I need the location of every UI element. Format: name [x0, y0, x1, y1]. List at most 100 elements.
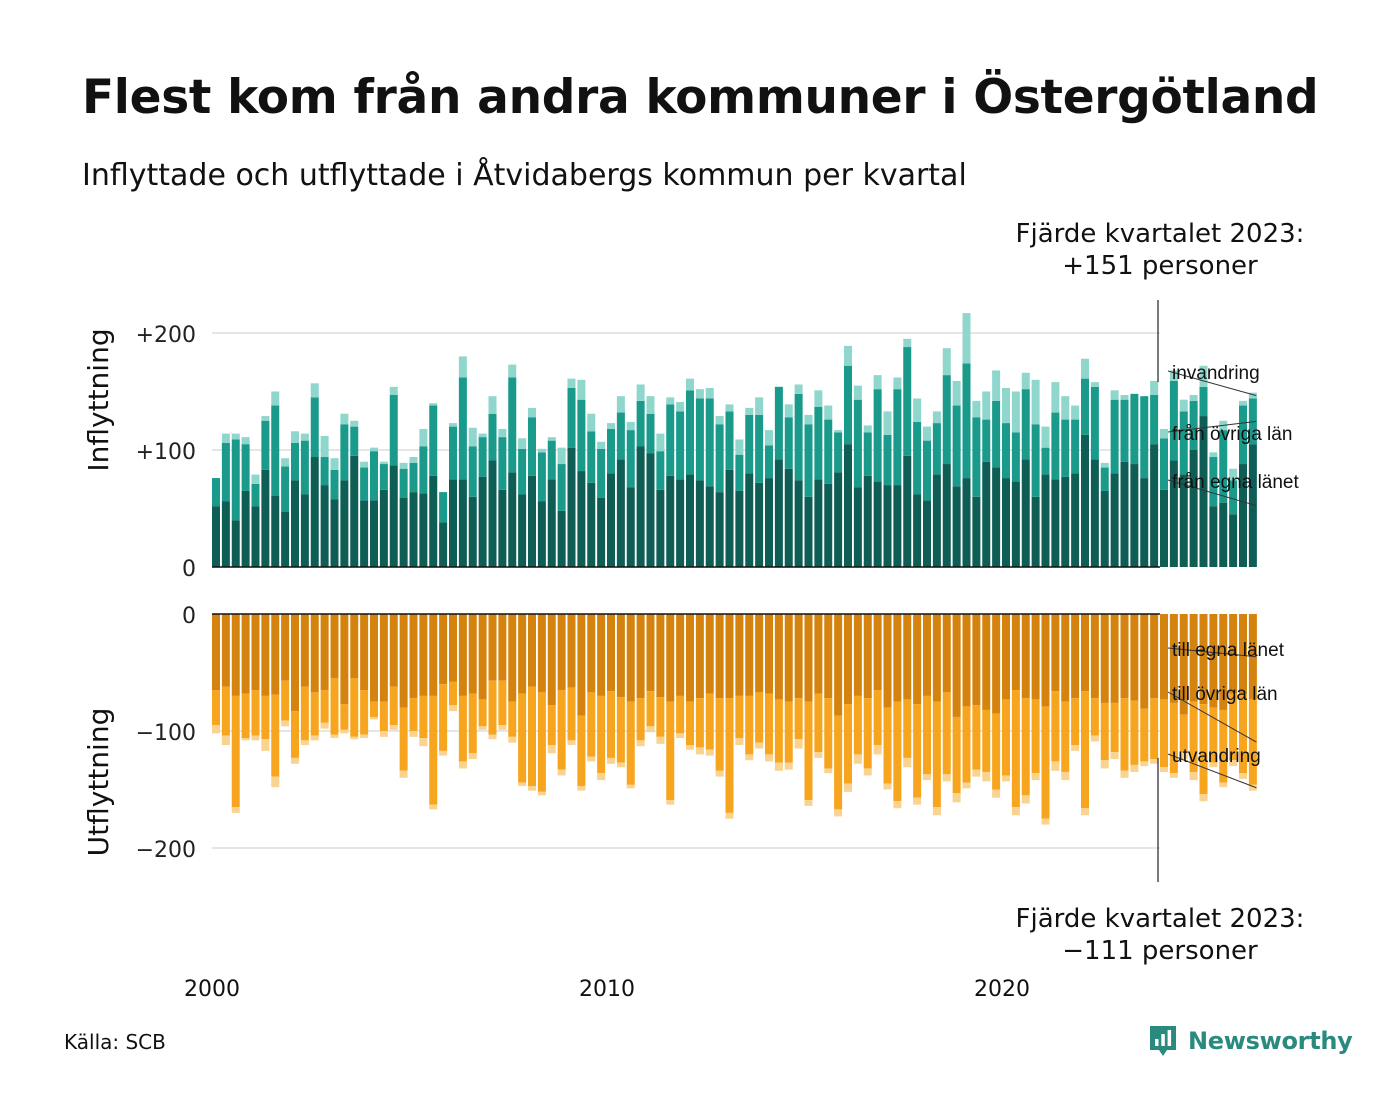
- bar-outflow: [1179, 614, 1188, 715]
- bar-outflow: [686, 701, 694, 746]
- bar-inflow: [271, 405, 280, 496]
- bar-outflow: [952, 716, 961, 794]
- bar-outflow: [676, 614, 685, 696]
- bar-outflow: [508, 614, 517, 702]
- bar-outflow: [1248, 784, 1257, 791]
- bar-inflow: [488, 413, 497, 461]
- bar-outflow: [498, 614, 507, 681]
- bar-outflow: [449, 681, 457, 706]
- bar-outflow: [1199, 794, 1208, 802]
- bar-outflow: [1229, 614, 1238, 694]
- bar-outflow: [1110, 614, 1119, 703]
- bar-inflow: [429, 405, 438, 476]
- bar-inflow: [409, 492, 418, 567]
- bar-outflow: [567, 740, 576, 746]
- bar-inflow: [379, 464, 388, 490]
- bar-outflow: [1051, 761, 1060, 771]
- bar-outflow: [893, 614, 902, 702]
- bar-outflow: [1041, 706, 1050, 819]
- bar-inflow: [666, 475, 675, 567]
- bar-inflow: [755, 397, 764, 415]
- bar-outflow: [982, 771, 991, 782]
- bar-outflow: [992, 789, 1001, 798]
- bar-inflow: [300, 433, 309, 441]
- bar-outflow: [1120, 770, 1129, 778]
- bar-inflow: [1169, 370, 1178, 381]
- bar-outflow: [1100, 614, 1109, 703]
- bar-outflow: [774, 614, 783, 700]
- bar-outflow: [231, 695, 240, 808]
- bar-outflow: [557, 690, 566, 770]
- bar-outflow: [221, 686, 230, 736]
- bar-inflow: [1061, 476, 1070, 567]
- bar-inflow: [409, 462, 418, 493]
- bar-outflow: [755, 742, 764, 749]
- bar-inflow: [913, 398, 922, 422]
- bar-inflow: [291, 480, 299, 567]
- bar-outflow: [1090, 614, 1099, 699]
- bar-inflow: [616, 396, 625, 413]
- bar-outflow: [458, 614, 467, 696]
- bar-outflow: [1061, 771, 1070, 781]
- y-axis-title: Utflyttning: [82, 708, 115, 857]
- bar-outflow: [330, 678, 339, 735]
- bar-inflow: [695, 389, 704, 399]
- bar-inflow: [478, 476, 487, 567]
- bar-outflow: [735, 738, 744, 746]
- bar-inflow: [577, 379, 586, 400]
- bar-outflow: [597, 614, 606, 696]
- bar-inflow: [646, 453, 655, 567]
- bar-outflow: [330, 734, 339, 739]
- bar-outflow: [1160, 767, 1168, 772]
- bar-outflow: [646, 691, 655, 727]
- label-leader: [1167, 370, 1257, 397]
- bar-outflow: [725, 812, 734, 819]
- bar-inflow: [281, 512, 290, 567]
- bar-outflow: [468, 693, 477, 754]
- bar-inflow: [705, 387, 714, 399]
- bar-outflow: [883, 783, 892, 790]
- x-tick-label: 2010: [579, 977, 635, 1002]
- bar-inflow: [419, 493, 428, 567]
- bar-outflow: [370, 716, 378, 720]
- bar-inflow: [853, 399, 862, 488]
- series-label: från övriga län: [1172, 424, 1292, 445]
- bar-inflow: [1219, 430, 1228, 503]
- bar-outflow: [1061, 701, 1070, 772]
- bar-inflow: [547, 440, 556, 480]
- bar-inflow: [528, 407, 536, 418]
- bar-outflow: [281, 614, 290, 681]
- bar-inflow: [379, 461, 388, 465]
- bar-outflow: [1130, 700, 1139, 765]
- bar-inflow: [518, 494, 527, 567]
- bar-outflow: [281, 720, 290, 727]
- bar-outflow: [291, 614, 299, 712]
- bar-inflow: [1100, 462, 1109, 468]
- bar-outflow: [913, 797, 922, 805]
- bar-inflow: [261, 420, 270, 470]
- bar-inflow: [626, 421, 635, 431]
- bar-inflow: [686, 474, 694, 567]
- bar-outflow: [1081, 808, 1089, 816]
- brand-logo: Newsworthy: [1148, 1024, 1353, 1058]
- bar-outflow: [715, 698, 724, 771]
- bar-outflow: [1071, 698, 1080, 746]
- bar-inflow: [942, 348, 951, 376]
- bar-outflow: [271, 776, 280, 788]
- bar-outflow: [221, 735, 230, 746]
- bar-inflow: [1209, 452, 1218, 458]
- bar-outflow: [1160, 614, 1168, 700]
- bar-outflow: [932, 614, 941, 702]
- bar-outflow: [1179, 752, 1188, 760]
- bar-inflow: [1248, 444, 1257, 567]
- bar-outflow: [439, 614, 448, 685]
- bar-inflow: [1021, 372, 1030, 390]
- bar-inflow: [557, 464, 566, 511]
- bar-outflow: [537, 692, 546, 792]
- bar-inflow: [794, 480, 803, 567]
- bar-outflow: [1011, 807, 1020, 816]
- bar-outflow: [528, 614, 536, 687]
- bar-outflow: [607, 691, 615, 758]
- bar-outflow: [923, 774, 931, 781]
